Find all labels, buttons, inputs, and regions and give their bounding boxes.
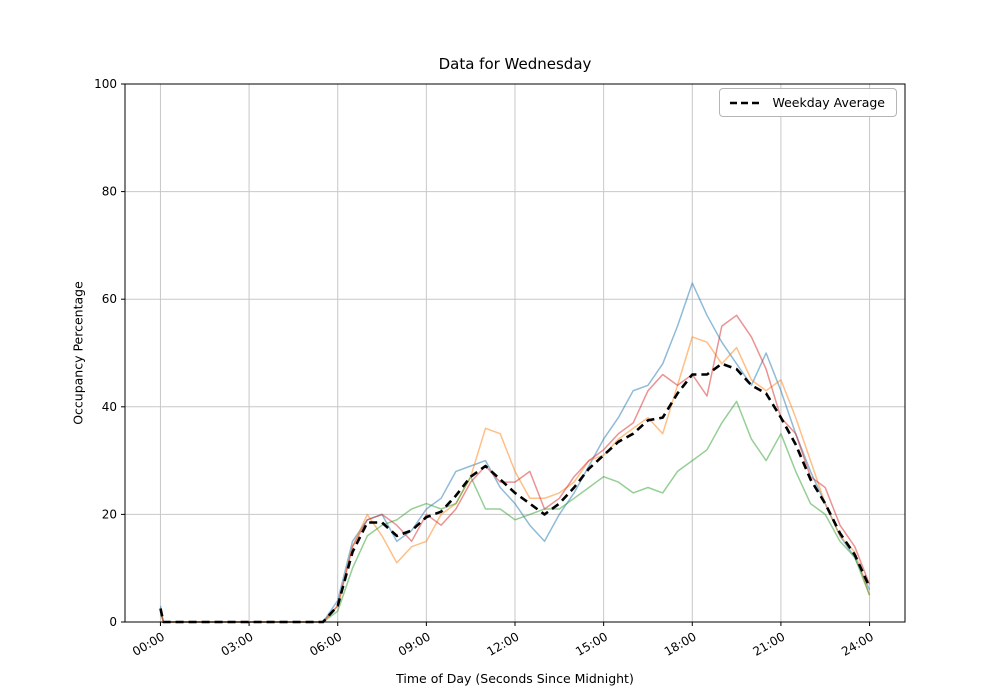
legend-label: Weekday Average [772,95,885,110]
x-tick-label: 00:00 [130,629,167,658]
dashed-line-icon [730,101,763,104]
grid-lines [125,83,905,623]
y-tick-label: 0 [109,615,117,629]
y-tick-label: 60 [102,292,117,306]
y-axis-label: Occupancy Percentage [70,281,86,425]
x-tick-label: 21:00 [750,629,787,658]
x-tick-label: 12:00 [485,629,522,658]
x-tick-label: 09:00 [396,629,433,658]
chart-title: Data for Wednesday [438,55,592,73]
y-tick-label: 20 [102,507,117,521]
x-tick-label: 06:00 [307,629,344,658]
y-tick-label: 100 [94,77,117,91]
x-axis-label: Time of Day (Seconds Since Midnight) [396,671,634,686]
y-tick-label: 40 [102,400,117,414]
series-line-weekday-average [159,362,871,624]
x-tick-label: 15:00 [573,629,610,658]
legend: Weekday Average [719,88,897,117]
x-tick-label: 18:00 [662,629,699,658]
x-tick-label: 24:00 [839,629,876,658]
x-tick-label: 03:00 [219,629,256,658]
y-tick-label: 80 [102,185,117,199]
